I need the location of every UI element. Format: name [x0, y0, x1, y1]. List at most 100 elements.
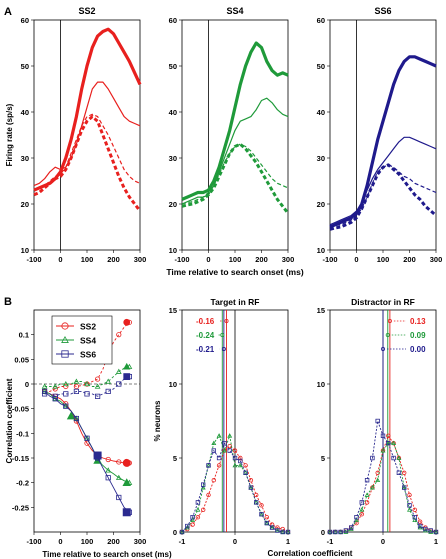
data-point — [116, 381, 122, 387]
histogram-point — [227, 448, 232, 453]
series-line-thick-dashed — [33, 115, 142, 212]
histogram-point — [227, 433, 233, 438]
series-line-thin-solid — [33, 81, 141, 187]
series-line-thick-solid — [329, 55, 437, 229]
histogram-point — [254, 492, 259, 498]
histogram-point — [216, 463, 222, 468]
data-point — [73, 383, 80, 390]
y-tick-label: 60 — [21, 16, 29, 25]
data-point-large — [122, 508, 131, 517]
data-point — [94, 383, 101, 389]
y-tick-label: 60 — [169, 16, 177, 25]
x-tick-label: 100 — [229, 255, 242, 264]
y-tick-label: 5 — [321, 454, 325, 463]
histogram-point — [417, 524, 423, 530]
y-tick-label: 15 — [169, 306, 177, 315]
histogram-point — [185, 523, 190, 529]
median-label: 0.09 — [410, 331, 426, 340]
histogram-point — [190, 515, 195, 520]
histogram-point — [407, 507, 412, 512]
histogram-point — [264, 515, 269, 520]
histogram-point — [259, 503, 264, 508]
legend-marker — [61, 322, 69, 330]
data-point — [95, 376, 101, 382]
data-point — [105, 475, 111, 481]
x-tick-label: 0 — [381, 537, 385, 546]
histogram-line-SS6 — [181, 442, 288, 533]
histogram-point — [195, 507, 201, 512]
panel-label-b: B — [4, 296, 12, 308]
histogram-point — [211, 448, 216, 453]
data-point — [105, 388, 111, 395]
data-point — [52, 393, 58, 399]
histogram-point — [227, 443, 232, 449]
histogram-point — [412, 515, 417, 520]
histogram-point — [206, 492, 211, 498]
data-point — [73, 415, 80, 421]
histogram-point — [407, 503, 412, 508]
y-tick-label: 10 — [169, 380, 177, 389]
histogram-point — [327, 529, 333, 535]
histogram-point — [380, 447, 386, 453]
data-point-large — [66, 411, 76, 420]
y-tick-label: 40 — [317, 108, 325, 117]
chart-title: Distractor in RF — [351, 297, 415, 307]
histogram-point — [269, 525, 275, 530]
x-tick-label: 300 — [134, 255, 147, 264]
x-tick-label: 200 — [107, 255, 120, 264]
y-tick-label: 15 — [317, 306, 325, 315]
data-point — [63, 403, 69, 409]
y-tick-label: 10 — [317, 380, 325, 389]
histogram-point — [364, 477, 370, 483]
histogram-point — [190, 517, 196, 522]
data-point-large — [122, 458, 131, 467]
y-tick-label: 30 — [21, 154, 29, 163]
x-tick-label: -100 — [26, 255, 41, 264]
histogram-point — [222, 440, 227, 446]
histogram-point — [221, 447, 227, 453]
data-point — [84, 391, 90, 397]
histogram-point — [216, 433, 222, 438]
y-tick-label: 10 — [21, 246, 29, 255]
histogram-point — [343, 529, 349, 534]
histogram-point — [259, 512, 264, 517]
x-tick-label: 300 — [134, 537, 147, 546]
median-label: -0.21 — [196, 345, 215, 354]
histogram-point — [370, 455, 375, 461]
median-marker — [387, 318, 392, 323]
legend-marker — [61, 350, 69, 358]
histogram-point — [200, 482, 206, 487]
histogram-point — [348, 525, 354, 530]
x-tick-label: 100 — [81, 255, 94, 264]
histogram-point — [412, 507, 417, 512]
y-tick-label: 40 — [21, 108, 29, 117]
x-tick-label: 200 — [107, 537, 120, 546]
data-point — [105, 467, 112, 473]
series-line-thin-dashed — [329, 164, 437, 228]
data-point — [63, 391, 69, 397]
y-tick-label: 60 — [317, 16, 325, 25]
x-tick-label: 100 — [81, 537, 94, 546]
median-marker — [221, 346, 226, 351]
series-solid-SS6 — [44, 391, 130, 513]
histogram-point — [232, 462, 238, 468]
series-line-thin-dashed — [181, 143, 289, 205]
histogram-point — [359, 500, 364, 505]
data-point-large — [123, 373, 131, 381]
x-tick-label: -100 — [174, 255, 189, 264]
y-tick-label: 30 — [169, 154, 177, 163]
y-tick-label: 0.1 — [19, 331, 29, 340]
median-marker — [220, 332, 225, 337]
series-line-thick-solid — [33, 27, 142, 192]
histogram-point — [285, 529, 291, 535]
data-point — [41, 383, 48, 389]
series-line-thick-dashed — [181, 142, 290, 215]
histogram-line-SS2 — [181, 445, 289, 533]
data-point — [73, 388, 79, 395]
x-tick-label: 1 — [434, 537, 438, 546]
data-point — [116, 459, 122, 465]
data-point — [105, 456, 111, 463]
histogram-point — [354, 517, 359, 522]
y-tick-label: -0.25 — [12, 503, 29, 512]
histogram-point — [248, 485, 254, 490]
